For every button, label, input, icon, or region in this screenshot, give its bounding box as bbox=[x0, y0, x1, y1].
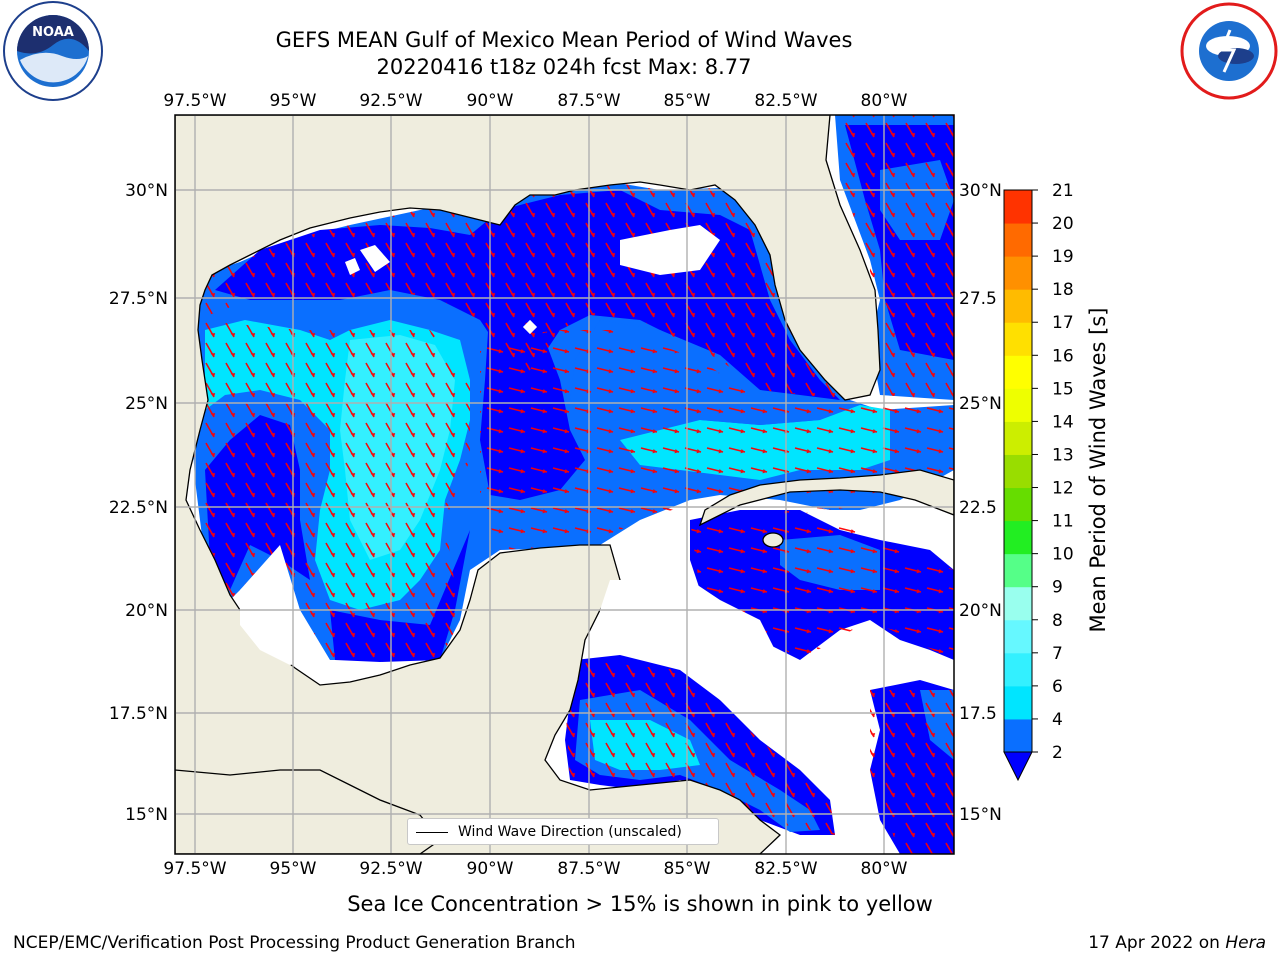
lon-label: 95°W bbox=[270, 859, 317, 879]
colorbar-tick-label: 10 bbox=[1052, 545, 1074, 565]
colorbar-segment bbox=[1004, 652, 1032, 687]
colorbar-tick-label: 18 bbox=[1052, 280, 1074, 300]
colorbar-tick-label: 6 bbox=[1052, 677, 1063, 697]
lat-label: 22.5°N bbox=[109, 498, 168, 518]
legend-line-swatch bbox=[416, 832, 448, 833]
lat-labels-right: 30°N 27.5 25°N 22.5 20°N 17.5 15°N bbox=[959, 181, 1002, 825]
lon-label: 82.5°W bbox=[754, 91, 817, 111]
lon-label: 90°W bbox=[467, 91, 514, 111]
colorbar-segment bbox=[1004, 619, 1032, 654]
colorbar-tick-label: 20 bbox=[1052, 214, 1074, 234]
graticule bbox=[175, 115, 954, 854]
lat-label: 25°N bbox=[959, 394, 1002, 414]
colorbar-segment bbox=[1004, 553, 1032, 588]
legend: Wind Wave Direction (unscaled) bbox=[407, 818, 719, 845]
map-frame bbox=[174, 114, 955, 855]
colorbar-tick-label: 12 bbox=[1052, 479, 1074, 499]
colorbar-segment bbox=[1004, 520, 1032, 555]
lat-label: 30°N bbox=[125, 181, 168, 201]
no-data-patches bbox=[240, 225, 870, 760]
colorbar-tick-label: 21 bbox=[1052, 181, 1074, 201]
lat-label: 27.5 bbox=[959, 289, 997, 309]
colorbar-segment bbox=[1004, 487, 1032, 522]
lon-labels-bottom: 97.5°W 95°W 92.5°W 90°W 87.5°W 85°W 82.5… bbox=[163, 859, 907, 879]
noaa-logo: NOAA bbox=[3, 1, 103, 101]
lat-label: 17.5°N bbox=[109, 704, 168, 724]
isla-de-la-juventud bbox=[762, 532, 784, 548]
colorbar-tick-label: 2 bbox=[1052, 743, 1063, 763]
colorbar-segment bbox=[1004, 586, 1032, 621]
lon-label: 97.5°W bbox=[163, 91, 226, 111]
chart-title: GEFS MEAN Gulf of Mexico Mean Period of … bbox=[275, 28, 853, 52]
lon-label: 82.5°W bbox=[754, 859, 817, 879]
colorbar-tick-label: 4 bbox=[1052, 710, 1063, 730]
colorbar-segment bbox=[1004, 355, 1032, 389]
colorbar-segment bbox=[1004, 718, 1032, 753]
colorbar-tick-label: 15 bbox=[1052, 379, 1074, 399]
sea-ice-caption: Sea Ice Concentration > 15% is shown in … bbox=[347, 892, 933, 916]
colorbar-title: Mean Period of Wind Waves [s] bbox=[1086, 308, 1110, 633]
lon-label: 95°W bbox=[270, 91, 317, 111]
lon-label: 80°W bbox=[861, 859, 908, 879]
colorbar-segment bbox=[1004, 388, 1032, 422]
colorbar-tick-label: 13 bbox=[1052, 445, 1074, 465]
colorbar-segment bbox=[1004, 454, 1032, 489]
footer-host: Hera bbox=[1225, 933, 1266, 953]
lat-label: 30°N bbox=[959, 181, 1002, 201]
cuba bbox=[698, 469, 954, 527]
lon-label: 92.5°W bbox=[359, 859, 422, 879]
lon-label: 85°W bbox=[664, 859, 711, 879]
colorbar-tick-label: 11 bbox=[1052, 512, 1074, 532]
chart-subtitle: 20220416 t18z 024h fcst Max: 8.77 bbox=[376, 55, 752, 79]
colorbar-frame bbox=[1003, 189, 1033, 753]
lat-label: 27.5°N bbox=[109, 289, 168, 309]
footer-date-text: 17 Apr 2022 on bbox=[1088, 933, 1226, 953]
colorbar: 2 4 6 7 8 9 10 11 12 13 14 15 16 17 18 19 20 21 bbox=[1003, 181, 1074, 782]
lon-label: 92.5°W bbox=[359, 91, 422, 111]
legend-label: Wind Wave Direction (unscaled) bbox=[458, 824, 682, 840]
colorbar-segment bbox=[1004, 256, 1032, 290]
lon-label: 87.5°W bbox=[557, 91, 620, 111]
colorbar-segment bbox=[1004, 190, 1032, 224]
colorbar-tick-label: 14 bbox=[1052, 412, 1074, 432]
lon-label: 97.5°W bbox=[163, 859, 226, 879]
colorbar-tick-label: 19 bbox=[1052, 247, 1074, 267]
colorbar-tick-label: 8 bbox=[1052, 611, 1063, 631]
lat-label: 15°N bbox=[959, 805, 1002, 825]
lon-label: 85°W bbox=[664, 91, 711, 111]
footer-credit: NCEP/EMC/Verification Post Processing Pr… bbox=[13, 933, 576, 953]
colorbar-segment bbox=[1004, 322, 1032, 356]
colorbar-tick-label: 17 bbox=[1052, 313, 1074, 333]
colorbar-segment bbox=[1004, 223, 1032, 257]
svg-text:NOAA: NOAA bbox=[32, 25, 74, 40]
lon-label: 90°W bbox=[467, 859, 514, 879]
lon-label: 80°W bbox=[861, 91, 908, 111]
land-masses bbox=[175, 115, 954, 854]
footer-date: 17 Apr 2022 on Hera bbox=[1088, 932, 1266, 954]
colorbar-segment bbox=[1004, 421, 1032, 455]
lat-label: 15°N bbox=[125, 805, 168, 825]
colorbar-segment bbox=[1004, 289, 1032, 323]
lon-labels-top: 97.5°W 95°W 92.5°W 90°W 87.5°W 85°W 82.5… bbox=[163, 91, 907, 111]
lat-label: 20°N bbox=[125, 601, 168, 621]
colorbar-extend-arrow bbox=[1003, 751, 1033, 782]
colorbar-tick-label: 9 bbox=[1052, 578, 1063, 598]
colorbar-tick-label: 16 bbox=[1052, 346, 1074, 366]
lon-label: 87.5°W bbox=[557, 859, 620, 879]
lat-labels-left: 30°N 27.5°N 25°N 22.5°N 20°N 17.5°N 15°N bbox=[109, 181, 168, 825]
lat-label: 20°N bbox=[959, 601, 1002, 621]
national-weather-service-logo bbox=[1180, 2, 1278, 100]
map-area bbox=[175, 115, 954, 854]
colorbar-segment bbox=[1004, 685, 1032, 720]
lat-label: 17.5 bbox=[959, 704, 997, 724]
lat-label: 25°N bbox=[125, 394, 168, 414]
lat-label: 22.5 bbox=[959, 498, 997, 518]
colorbar-tick-label: 7 bbox=[1052, 644, 1063, 664]
mainland-north-america bbox=[175, 115, 881, 854]
